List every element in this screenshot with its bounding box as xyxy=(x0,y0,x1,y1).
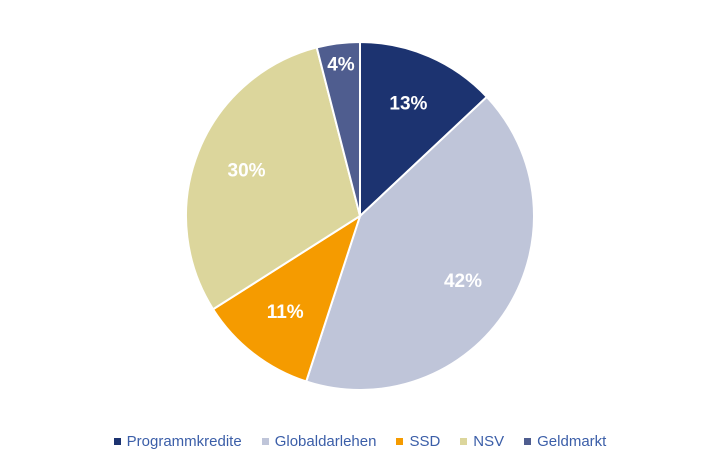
legend-swatch xyxy=(524,438,532,445)
legend-item-ssd: SSD xyxy=(396,433,440,450)
legend-label: Globaldarlehen xyxy=(274,433,377,450)
legend-item-nsv: NSV xyxy=(460,433,504,450)
pie-slice-ssd xyxy=(211,213,362,383)
legend-label: NSV xyxy=(473,433,505,450)
slice-label-programmkredite: 13% xyxy=(389,94,427,115)
pie-slice-globaldarlehen xyxy=(304,95,536,391)
slice-label-ssd: 11% xyxy=(267,302,304,323)
legend-swatch xyxy=(460,438,468,445)
pie-slice-programmkredite xyxy=(359,40,489,219)
legend-label: Programmkredite xyxy=(126,433,242,450)
pie-slice-labels: 13% 42% 11% 30% 4% xyxy=(228,55,483,323)
legend-item-globaldarlehen: Globaldarlehen xyxy=(261,433,377,450)
legend-swatch xyxy=(113,438,121,445)
legend-label: SSD xyxy=(409,433,441,450)
legend-item-programmkredite: Programmkredite xyxy=(113,433,242,450)
legend-swatch xyxy=(396,438,404,445)
legend-label: Geldmarkt xyxy=(537,433,607,450)
slice-label-nsv: 30% xyxy=(228,161,266,182)
slice-label-geldmarkt: 4% xyxy=(327,55,355,76)
slice-label-globaldarlehen: 42% xyxy=(444,271,482,292)
pie-slices xyxy=(185,40,536,391)
pie-slice-nsv xyxy=(185,46,362,311)
legend-swatch xyxy=(261,438,269,445)
pie-slice-geldmarkt xyxy=(315,40,361,217)
legend-item-geldmarkt: Geldmarkt xyxy=(524,433,606,450)
chart-legend: Programmkredite Globaldarlehen SSD NSV G… xyxy=(0,433,720,450)
